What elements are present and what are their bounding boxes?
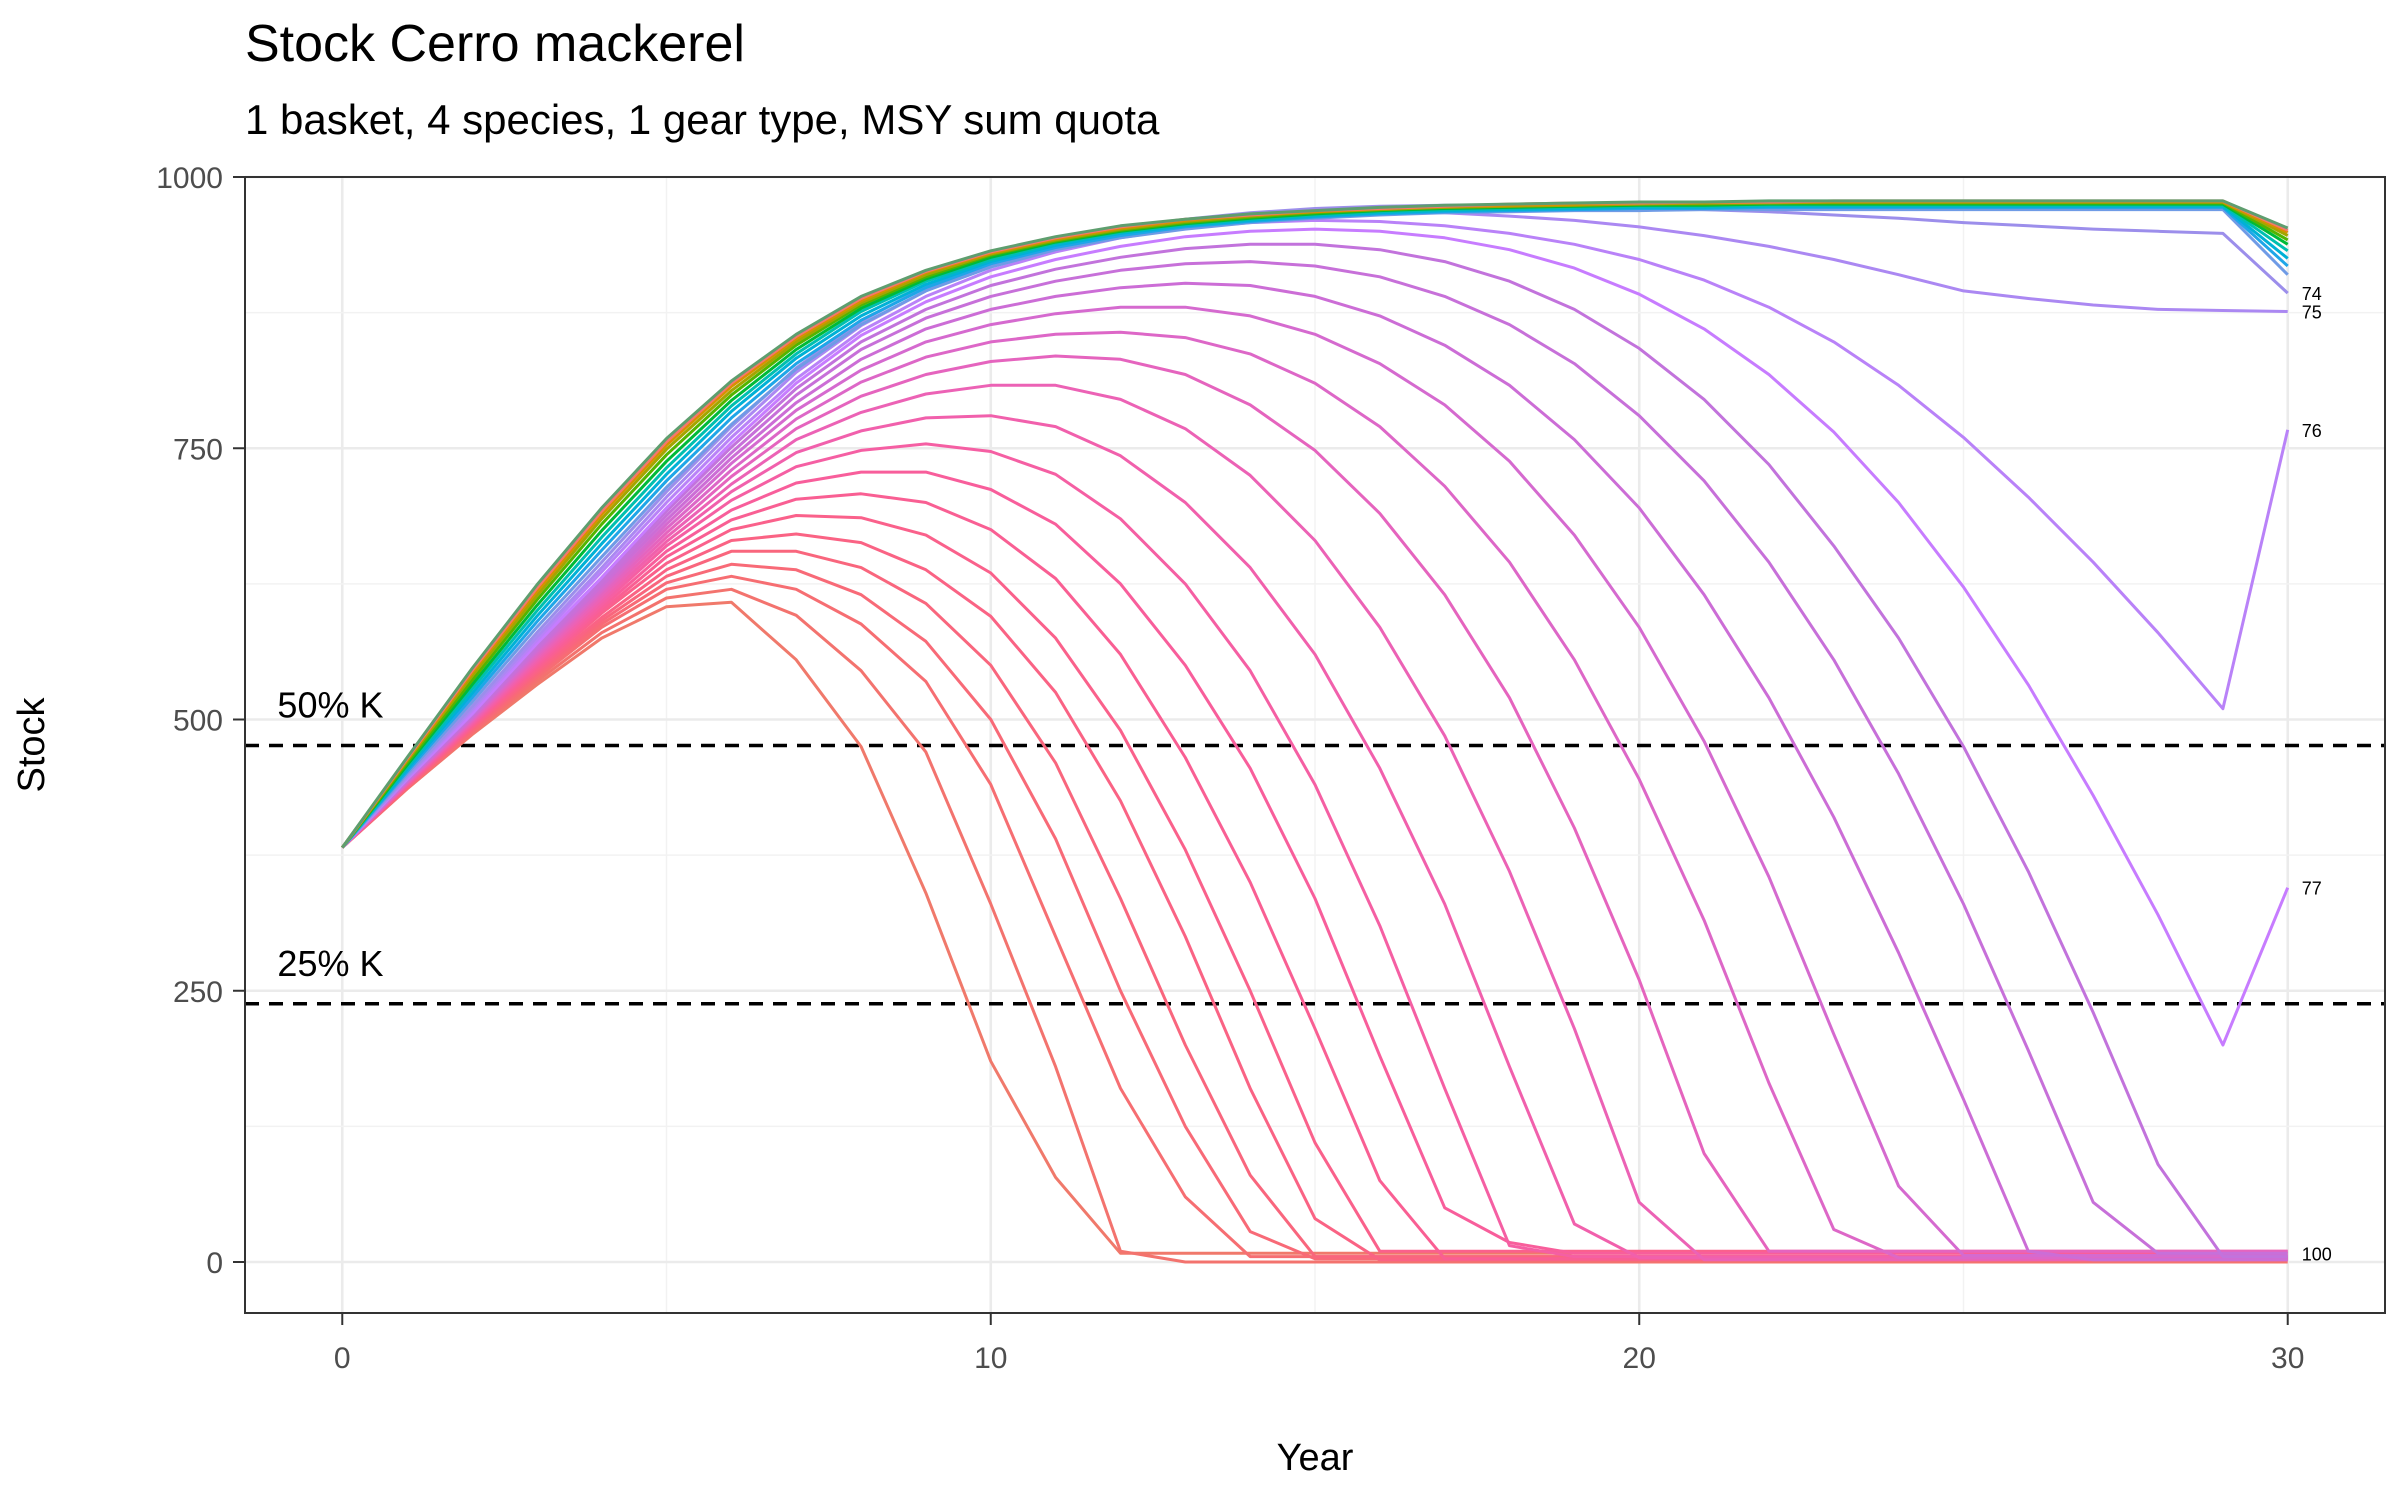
y-tick-label: 250 <box>173 976 223 1009</box>
series-line <box>341 203 2289 849</box>
axis-layer: 0 10 20 30 0 250 500 750 1000 <box>156 162 2304 1375</box>
series-layer <box>341 199 2290 1264</box>
chart-subtitle: 1 basket, 4 species, 1 gear type, MSY su… <box>245 96 1160 143</box>
y-axis-title: Stock <box>11 696 53 792</box>
x-tick-label: 10 <box>974 1342 1007 1375</box>
x-axis-title: Year <box>1277 1437 1354 1479</box>
reference-lines: 50% K 25% K <box>245 685 2385 1006</box>
series-end-label: 100 <box>2302 1244 2332 1264</box>
series-line <box>341 281 2288 1262</box>
series-line <box>341 470 2288 1255</box>
series-end-label: 75 <box>2302 303 2322 323</box>
series-end-label: 74 <box>2302 284 2322 304</box>
series-line <box>341 260 2288 1255</box>
series-line <box>341 199 2289 849</box>
series-line <box>341 330 2288 1260</box>
series-line <box>341 242 2288 1259</box>
panel-border <box>244 176 2386 1314</box>
x-tick-label: 30 <box>2271 1342 2304 1375</box>
y-tick-label: 500 <box>173 705 223 738</box>
series-line <box>341 227 2290 1047</box>
series-end-label: 77 <box>2302 879 2322 899</box>
reference-line-label: 50% K <box>277 685 383 726</box>
x-tick-label: 20 <box>1623 1342 1656 1375</box>
series-line <box>341 383 2288 1262</box>
reference-line-label: 25% K <box>277 943 383 984</box>
series-line <box>341 218 2290 849</box>
series-line <box>341 587 2288 1264</box>
y-tick-label: 0 <box>206 1247 223 1280</box>
series-end-label: 76 <box>2302 421 2322 441</box>
y-tick-label: 1000 <box>156 162 223 195</box>
y-tick-label: 750 <box>173 433 223 466</box>
x-tick-label: 0 <box>334 1342 351 1375</box>
chart-title: Stock Cerro mackerel <box>245 15 745 73</box>
series-line <box>341 305 2288 1257</box>
series-line <box>341 354 2288 1253</box>
